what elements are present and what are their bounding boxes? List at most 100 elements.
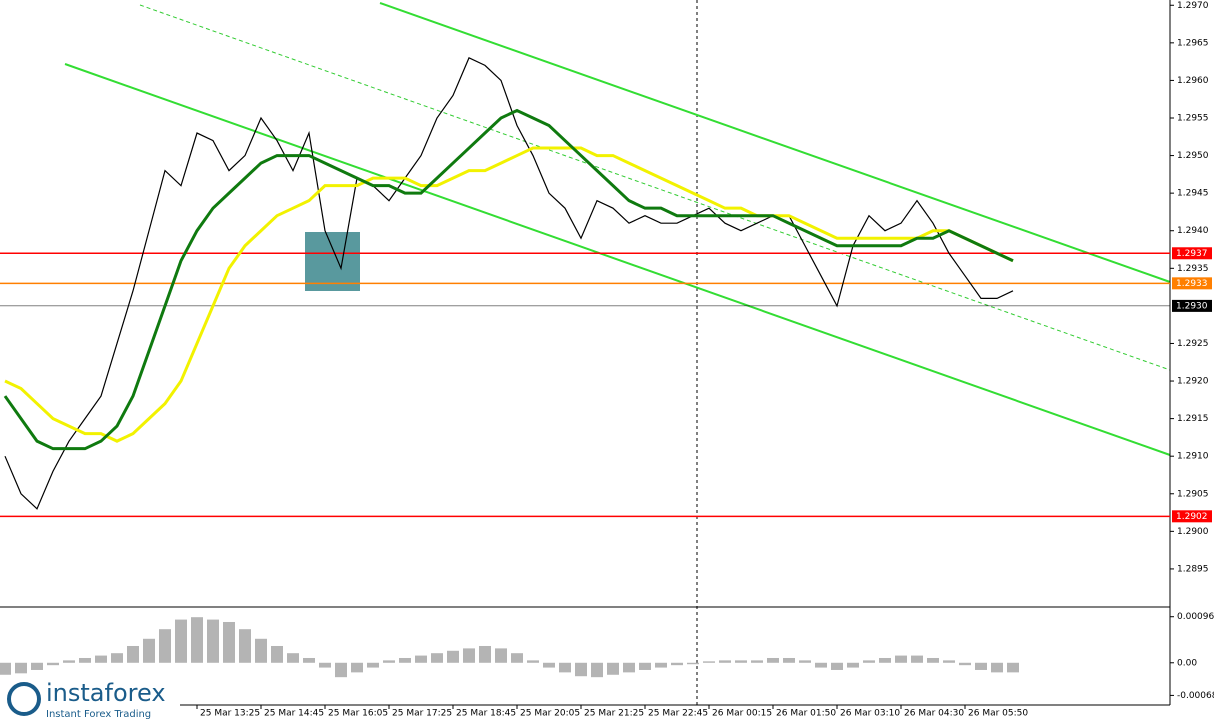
y-tick-label: 1.2910 xyxy=(1177,452,1209,462)
macd-bar xyxy=(959,662,971,666)
macd-bar xyxy=(335,662,347,678)
x-tick-label: 26 Mar 04:30 xyxy=(904,709,964,719)
level-label: 1.2937 xyxy=(1176,249,1208,259)
macd-bar xyxy=(799,660,811,663)
macd-bar xyxy=(415,655,427,663)
macd-bar xyxy=(95,655,107,663)
macd-bar xyxy=(975,662,987,670)
macd-bar xyxy=(527,660,539,663)
x-tick-label: 25 Mar 21:25 xyxy=(584,709,644,719)
macd-bar xyxy=(303,657,315,663)
x-tick-label: 26 Mar 05:50 xyxy=(968,709,1028,719)
macd-bar xyxy=(207,619,219,663)
logo-tagline: Instant Forex Trading xyxy=(46,709,151,720)
macd-bar xyxy=(767,657,779,663)
channel-mid xyxy=(139,4,1171,371)
macd-bar xyxy=(911,655,923,663)
macd-bar xyxy=(815,662,827,668)
logo: instaforex Instant Forex Trading xyxy=(0,676,180,722)
macd-bar xyxy=(623,662,635,673)
y-tick-label: 1.2940 xyxy=(1177,226,1209,236)
macd-bar xyxy=(927,657,939,663)
price-line xyxy=(4,57,1014,510)
macd-bar xyxy=(15,662,27,674)
macd-bar xyxy=(255,638,267,663)
x-tick-label: 26 Mar 00:15 xyxy=(712,709,772,719)
x-tick-label: 25 Mar 16:05 xyxy=(328,709,388,719)
x-tick-label: 25 Mar 14:45 xyxy=(264,709,324,719)
level-label: 1.2933 xyxy=(1176,279,1208,289)
macd-bar xyxy=(383,660,395,663)
macd-bar xyxy=(607,662,619,675)
macd-tick-label: 0.00 xyxy=(1177,658,1197,668)
macd-bar xyxy=(31,662,43,670)
macd-bar xyxy=(719,660,731,663)
macd-bar xyxy=(863,660,875,663)
macd-bar xyxy=(559,662,571,673)
macd-bar xyxy=(671,662,683,666)
y-tick-label: 1.2965 xyxy=(1177,38,1209,48)
macd-bar xyxy=(287,653,299,663)
y-tick-label: 1.2920 xyxy=(1177,377,1209,387)
macd-bar xyxy=(175,619,187,663)
channel-upper xyxy=(379,2,1171,283)
macd-bar xyxy=(159,629,171,663)
macd-bar xyxy=(735,660,747,663)
y-tick-label: 1.2915 xyxy=(1177,414,1209,424)
macd-bar xyxy=(831,662,843,670)
macd-bar xyxy=(943,660,955,663)
macd-bar xyxy=(511,653,523,663)
channel-lower xyxy=(64,63,1171,456)
logo-icon xyxy=(7,682,41,716)
macd-bar xyxy=(847,662,859,668)
macd-bar xyxy=(47,662,59,666)
level-badge xyxy=(1172,510,1212,523)
macd-bar xyxy=(351,662,363,673)
level-badge xyxy=(1172,299,1212,312)
y-tick-label: 1.2895 xyxy=(1177,564,1209,574)
y-tick-label: 1.2945 xyxy=(1177,189,1209,199)
logo-name: instaforex xyxy=(46,679,166,707)
x-tick-label: 25 Mar 13:25 xyxy=(200,709,260,719)
macd-bar xyxy=(687,662,699,665)
macd-bar xyxy=(1007,662,1019,673)
macd-bar xyxy=(223,621,235,663)
macd-bar xyxy=(591,662,603,678)
macd-bar xyxy=(447,650,459,663)
macd-bar xyxy=(143,638,155,663)
y-tick-label: 1.2970 xyxy=(1177,1,1209,11)
macd-bar xyxy=(79,657,91,663)
macd-bar xyxy=(479,645,491,663)
x-tick-label: 25 Mar 18:45 xyxy=(456,709,516,719)
moving-average xyxy=(4,146,1014,443)
x-tick-label: 25 Mar 17:25 xyxy=(392,709,452,719)
macd-bar xyxy=(895,655,907,663)
moving-average xyxy=(3,108,1014,451)
macd-bar xyxy=(703,661,715,663)
x-tick-label: 25 Mar 22:45 xyxy=(648,709,708,719)
macd-bar xyxy=(655,662,667,668)
x-tick-label: 26 Mar 01:50 xyxy=(776,709,836,719)
y-tick-label: 1.2900 xyxy=(1177,527,1209,537)
macd-tick-label: -0.00068 xyxy=(1177,691,1214,701)
macd-bar xyxy=(575,662,587,677)
macd-bar xyxy=(191,617,203,663)
macd-bar xyxy=(751,660,763,663)
y-tick-label: 1.2955 xyxy=(1177,113,1209,123)
macd-bar xyxy=(239,629,251,663)
x-tick-label: 25 Mar 20:05 xyxy=(520,709,580,719)
macd-bar xyxy=(543,662,555,668)
level-label: 1.2930 xyxy=(1176,301,1208,311)
macd-bar xyxy=(495,648,507,663)
macd-bar xyxy=(0,662,11,675)
level-badge xyxy=(1172,277,1212,290)
macd-bar xyxy=(783,657,795,663)
x-tick-label: 26 Mar 03:10 xyxy=(840,709,900,719)
y-tick-label: 1.2905 xyxy=(1177,489,1209,499)
level-badge xyxy=(1172,247,1212,260)
macd-bar xyxy=(63,660,75,663)
macd-bar xyxy=(319,662,331,668)
level-label: 1.2902 xyxy=(1176,512,1208,522)
